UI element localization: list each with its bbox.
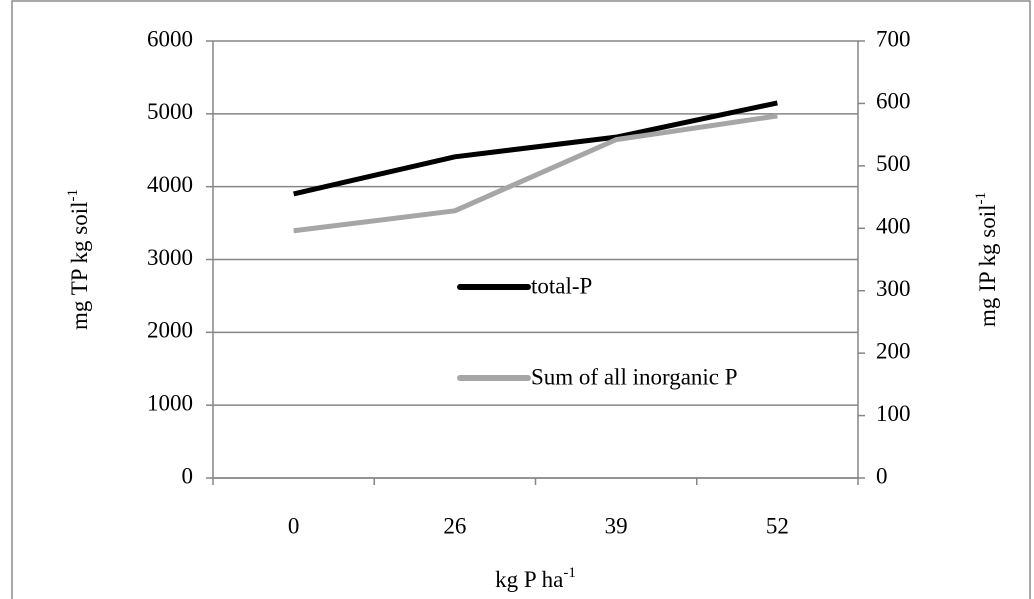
y2-tick-label: 700 — [876, 26, 911, 51]
y2-tick-label: 100 — [876, 401, 911, 426]
series-line — [293, 100, 778, 197]
y-tick-label: 2000 — [147, 318, 193, 343]
y-axis-label-text: mg TP kg soil — [67, 202, 92, 330]
y2-tick-label: 200 — [876, 338, 911, 363]
y2-tick-label: 500 — [876, 151, 911, 176]
y2-tick-label: 400 — [876, 214, 911, 239]
x-tick-label: 26 — [443, 513, 466, 538]
y-tick-label: 5000 — [147, 99, 193, 124]
x-tick-label: 52 — [766, 513, 789, 538]
y2-tick-label: 600 — [876, 89, 911, 114]
y-axis-label-superscript: -1 — [65, 189, 81, 202]
y2-axis-label-text: mg IP kg soil — [975, 205, 1000, 327]
series-line — [293, 113, 778, 234]
legend-label: Sum of all inorganic P — [531, 364, 738, 389]
y-tick-label: 6000 — [147, 26, 193, 51]
y-tick-label: 4000 — [147, 172, 193, 197]
y2-axis-label-superscript: -1 — [973, 192, 989, 205]
x-tick-label: 0 — [288, 513, 300, 538]
x-tick-label: 39 — [605, 513, 628, 538]
y-tick-label: 1000 — [147, 390, 193, 415]
x-axis-label-text: kg P ha — [495, 567, 563, 592]
y-tick-label: 0 — [182, 463, 194, 488]
x-axis-label-superscript: -1 — [563, 565, 576, 581]
y-axis-label: mg TP kg soil-1 — [65, 189, 92, 330]
y2-tick-label: 300 — [876, 276, 911, 301]
y2-tick-label: 0 — [876, 463, 888, 488]
chart-border — [11, 0, 1031, 599]
y-tick-label: 3000 — [147, 245, 193, 270]
y2-axis-label: mg IP kg soil-1 — [973, 192, 1000, 327]
x-axis-label: kg P ha-1 — [495, 565, 576, 592]
legend-label: total-P — [531, 273, 592, 298]
